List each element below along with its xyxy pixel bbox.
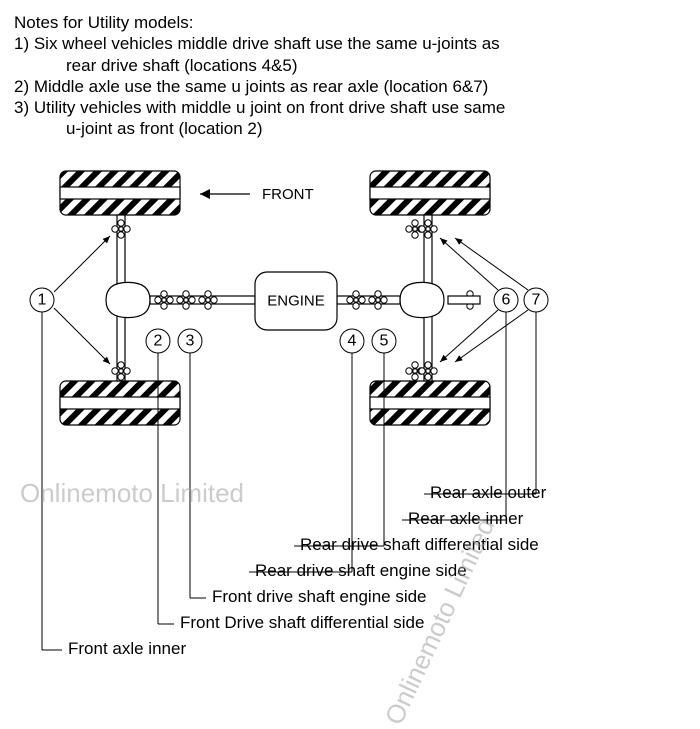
svg-text:3: 3 — [186, 332, 195, 349]
svg-text:ENGINE: ENGINE — [267, 292, 325, 309]
svg-text:FRONT: FRONT — [262, 186, 314, 203]
drivetrain-diagram: ENGINE FRONT 1 2 3 4 5 6 7 Rear axle outer Rear ax… — [0, 146, 700, 686]
svg-text:Front Drive shaft differential: Front Drive shaft differential side — [180, 613, 424, 632]
svg-text:Rear drive shaft differential: Rear drive shaft differential side — [300, 535, 539, 554]
notes-line: rear drive shaft (locations 4&5) — [14, 55, 686, 76]
svg-text:Front drive shaft engine side: Front drive shaft engine side — [212, 587, 427, 606]
svg-text:6: 6 — [502, 291, 511, 308]
notes-line: 2) Middle axle use the same u joints as … — [14, 76, 686, 97]
svg-text:2: 2 — [154, 332, 163, 349]
svg-text:1: 1 — [38, 291, 47, 308]
svg-text:Rear axle inner: Rear axle inner — [408, 509, 524, 528]
svg-text:4: 4 — [348, 332, 357, 349]
notes-block: Notes for Utility models: 1) Six wheel v… — [0, 0, 700, 146]
svg-text:7: 7 — [532, 291, 541, 308]
notes-title: Notes for Utility models: — [14, 12, 686, 33]
svg-text:Front axle inner: Front axle inner — [68, 639, 186, 658]
svg-text:5: 5 — [380, 332, 389, 349]
notes-line: 3) Utility vehicles with middle u joint … — [14, 97, 686, 118]
notes-line: 1) Six wheel vehicles middle drive shaft… — [14, 33, 686, 54]
svg-text:Rear drive shaft engine side: Rear drive shaft engine side — [255, 561, 467, 580]
svg-text:Rear axle outer: Rear axle outer — [430, 483, 547, 502]
notes-line: u-joint as front (location 2) — [14, 118, 686, 139]
